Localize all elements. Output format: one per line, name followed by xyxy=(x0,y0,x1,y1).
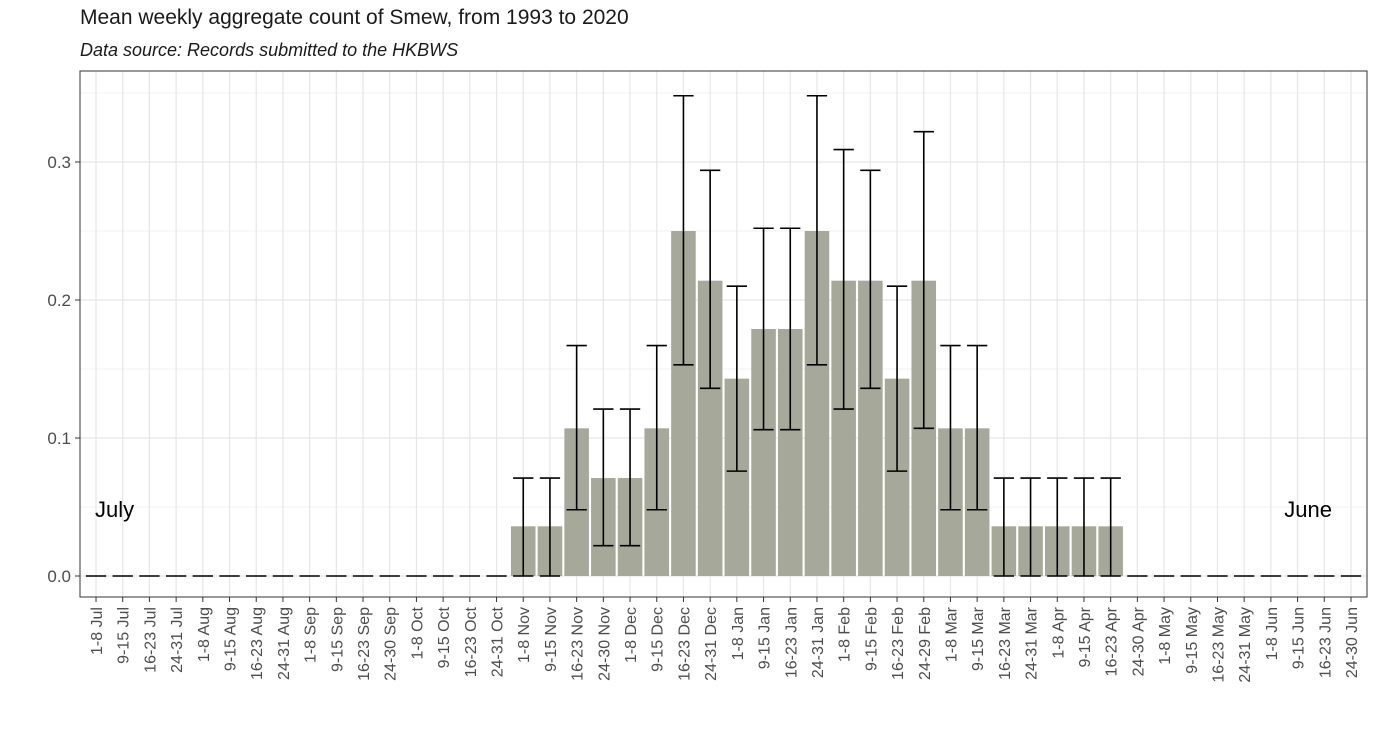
x-tick-label: 24-31 May xyxy=(1237,607,1254,683)
x-tick-label: 9-15 Sep xyxy=(329,607,346,672)
x-tick-label: 24-31 Jul xyxy=(169,607,186,673)
x-tick-label: 9-15 Feb xyxy=(863,607,880,671)
x-tick-label: 16-23 Jan xyxy=(783,607,800,678)
y-tick-label: 0.0 xyxy=(47,567,71,586)
y-tick-label: 0.3 xyxy=(47,153,71,172)
x-tick-label: 16-23 Jul xyxy=(142,607,159,673)
error-bars xyxy=(85,94,1362,577)
x-tick-label: 24-31 Mar xyxy=(1024,606,1041,680)
x-tick-label: 9-15 May xyxy=(1184,607,1201,674)
x-tick-label: 1-8 Jun xyxy=(1264,607,1281,660)
x-tick-label: 16-23 Dec xyxy=(676,607,693,681)
x-tick-label: 24-31 Oct xyxy=(490,606,507,677)
x-tick-label: 16-23 Feb xyxy=(890,607,907,680)
x-tick-label: 24-30 Sep xyxy=(383,607,400,681)
x-tick-label: 16-23 Apr xyxy=(1104,606,1121,676)
x-tick-label: 24-31 Aug xyxy=(276,607,293,680)
x-tick-label: 1-8 Feb xyxy=(837,607,854,662)
x-tick-label: 16-23 Oct xyxy=(463,606,480,677)
y-tick-label: 0.1 xyxy=(47,429,71,448)
x-tick-label: 24-30 Jun xyxy=(1344,607,1361,678)
x-tick-label: 16-23 Aug xyxy=(249,607,266,680)
x-tick-label: 24-30 Apr xyxy=(1130,606,1147,676)
x-tick-label: 24-29 Feb xyxy=(917,607,934,680)
x-tick-label: 16-23 Jun xyxy=(1317,607,1334,678)
x-tick-label: 9-15 Jan xyxy=(757,607,774,669)
x-tick-label: 9-15 Apr xyxy=(1077,606,1094,667)
annotation-june: June xyxy=(1284,497,1332,522)
x-tick-label: 24-31 Dec xyxy=(703,607,720,681)
x-tick-label: 9-15 Jul xyxy=(116,607,133,664)
x-tick-label: 1-8 Apr xyxy=(1050,606,1067,658)
x-tick-label: 1-8 May xyxy=(1157,607,1174,665)
x-tick-label: 1-8 Jan xyxy=(730,607,747,660)
x-tick-label: 16-23 Sep xyxy=(356,607,373,681)
x-tick-label: 1-8 Sep xyxy=(303,607,320,663)
axes: 0.0 0.1 0.2 0.3 1-8 Jul 9-15 Jul 16-23 Jul 24-3… xyxy=(47,153,1361,683)
x-tick-label: 1-8 Dec xyxy=(623,607,640,663)
x-tick-label: 9-15 Aug xyxy=(223,607,240,671)
x-tick-label: 9-15 Dec xyxy=(650,607,667,672)
panel-border xyxy=(79,70,1368,598)
plot-background xyxy=(80,71,1367,597)
x-tick-label: 1-8 Mar xyxy=(943,606,960,662)
x-tick-label: 9-15 Oct xyxy=(436,606,453,668)
x-tick-label: 1-8 Nov xyxy=(516,607,533,663)
x-tick-label: 1-8 Jul xyxy=(89,607,106,655)
annotation-july: July xyxy=(95,497,134,522)
chart-title: Mean weekly aggregate count of Smew, fro… xyxy=(80,6,629,29)
x-tick-label: 1-8 Oct xyxy=(409,606,426,659)
x-tick-label: 1-8 Aug xyxy=(196,607,213,662)
x-tick-label: 9-15 Mar xyxy=(970,606,987,671)
x-tick-label: 24-31 Jan xyxy=(810,607,827,678)
x-tick-label: 24-30 Nov xyxy=(596,607,613,681)
chart-subtitle: Data source: Records submitted to the HK… xyxy=(80,40,459,60)
x-tick-label: 9-15 Jun xyxy=(1291,607,1308,669)
y-tick-label: 0.2 xyxy=(47,291,71,310)
x-tick-label: 16-23 Mar xyxy=(997,606,1014,680)
x-tick-label: 16-23 Nov xyxy=(570,607,587,681)
x-tick-label: 16-23 May xyxy=(1210,607,1227,683)
x-tick-label: 9-15 Nov xyxy=(543,607,560,672)
grid xyxy=(80,71,1367,597)
